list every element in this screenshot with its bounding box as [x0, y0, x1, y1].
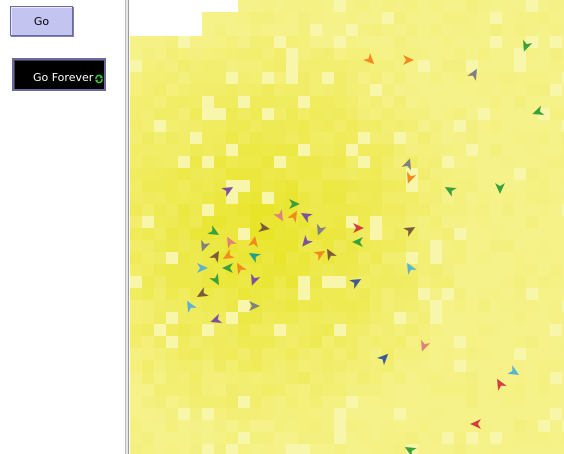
turtle-icon	[495, 183, 505, 194]
turtle-icon	[401, 158, 411, 171]
turtle-icon	[209, 250, 219, 263]
turtle-icon	[467, 68, 477, 81]
go-forever-button[interactable]: Go Forever	[12, 58, 106, 91]
turtle-icon	[187, 300, 197, 313]
turtle-icon	[349, 279, 362, 289]
turtle-icon	[300, 213, 313, 223]
turtle-icon	[497, 378, 507, 391]
turtle-icon	[222, 263, 233, 273]
turtle-icon	[289, 199, 300, 209]
turtle-icon	[221, 187, 234, 197]
turtle-icon	[403, 55, 414, 65]
turtle-icon	[222, 249, 235, 259]
turtle-icon	[196, 287, 209, 297]
turtle-icon	[207, 225, 220, 235]
turtle-icon	[403, 227, 416, 237]
turtle-icon	[201, 239, 211, 252]
turtle-icon	[248, 253, 261, 263]
turtle-icon	[532, 105, 545, 115]
go-forever-label: Go Forever	[33, 71, 94, 84]
turtle-icon	[237, 262, 247, 275]
forever-loop-icon	[94, 74, 104, 87]
turtle-icon	[197, 263, 208, 273]
turtle-icon	[210, 313, 223, 323]
turtle-icon	[313, 251, 326, 261]
world-canvas	[130, 0, 564, 454]
go-button-label: Go	[33, 14, 50, 28]
turtle-icon	[251, 273, 261, 286]
turtle-icon	[470, 419, 481, 429]
turtle-icon	[302, 234, 314, 247]
turtle-icon	[249, 301, 260, 311]
turtle-icon	[507, 365, 520, 375]
turtle-layer	[187, 39, 545, 454]
turtle-icon	[317, 223, 327, 236]
panel-divider[interactable]	[125, 0, 129, 454]
turtle-icon	[352, 237, 363, 247]
go-button[interactable]: Go	[10, 6, 73, 36]
controls-panel: Go Go Forever	[0, 0, 125, 454]
turtle-icon	[407, 171, 417, 184]
turtle-icon	[353, 223, 364, 233]
patch-grid	[130, 0, 564, 454]
turtle-icon	[258, 222, 270, 233]
turtle-icon	[407, 262, 417, 275]
turtle-icon	[421, 339, 431, 352]
world-view[interactable]	[130, 0, 564, 454]
turtle-icon	[404, 447, 417, 454]
turtle-icon	[444, 187, 457, 197]
turtle-icon	[209, 273, 219, 286]
turtle-icon	[287, 210, 297, 223]
turtle-icon	[327, 248, 337, 261]
turtle-icon	[248, 236, 259, 248]
turtle-icon	[523, 39, 533, 52]
turtle-icon	[273, 209, 283, 222]
turtle-icon	[227, 236, 237, 249]
